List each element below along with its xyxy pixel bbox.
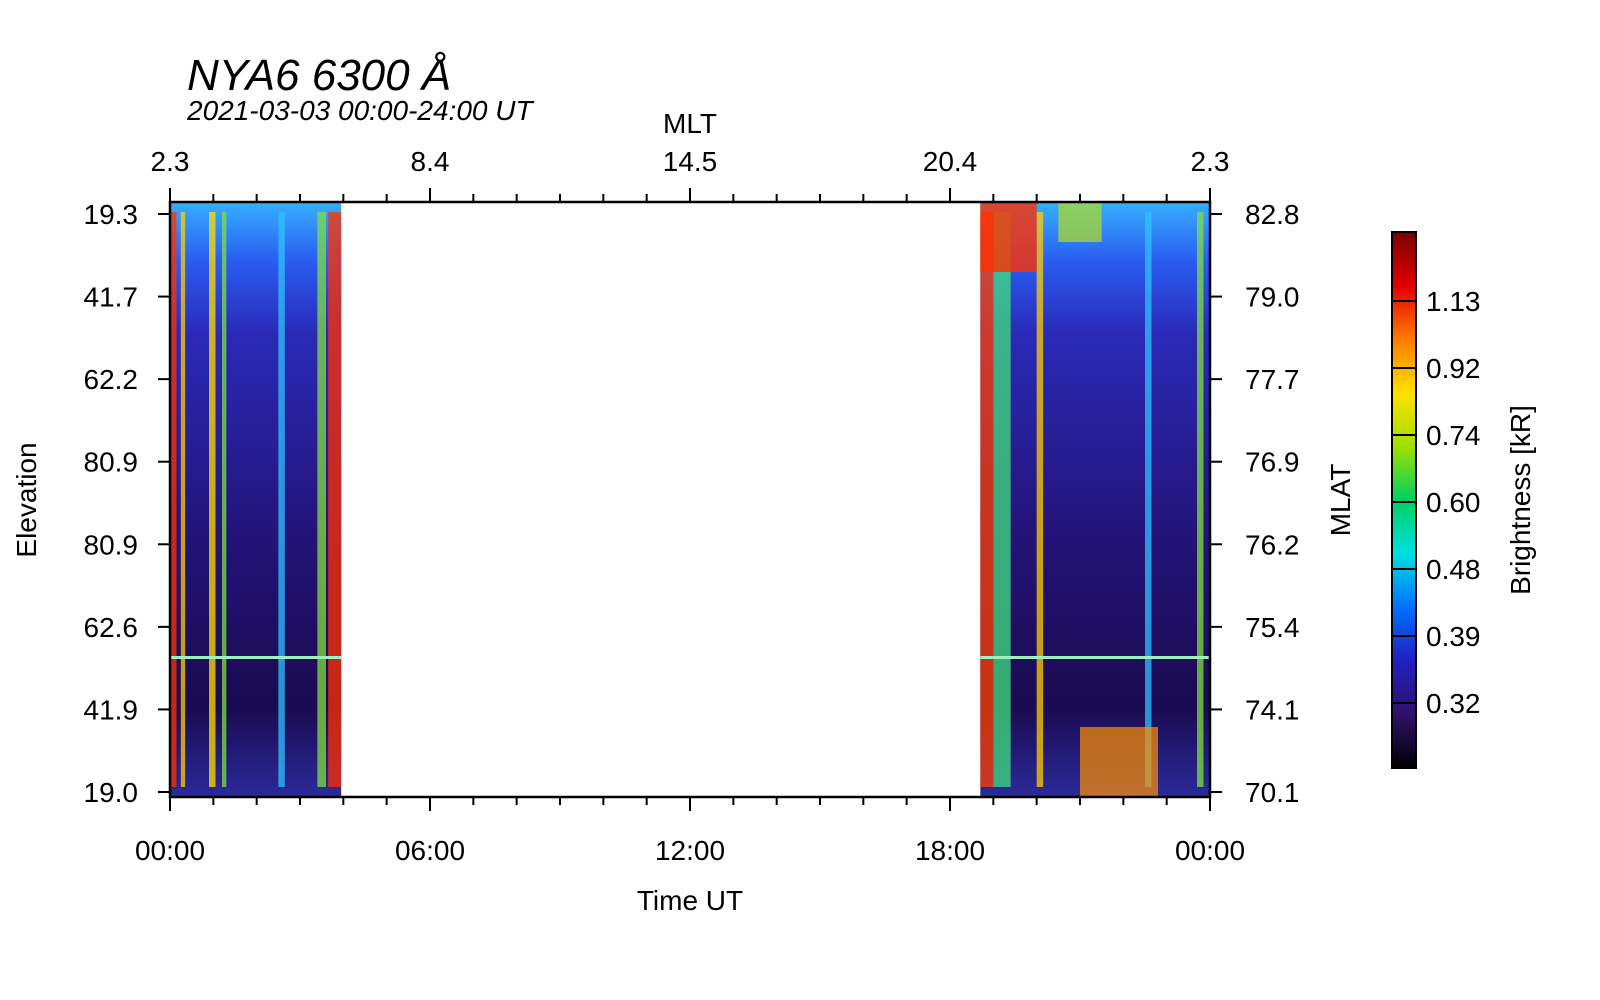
right-tick-label: 82.8 <box>1245 199 1300 230</box>
right-tick-label: 74.1 <box>1245 694 1300 725</box>
right-tick-label: 70.1 <box>1245 777 1300 808</box>
brightness-streak <box>993 212 1011 787</box>
top-tick-label: 2.3 <box>151 146 190 177</box>
right-tick-label: 79.0 <box>1245 282 1300 313</box>
y-tick-label: 41.7 <box>84 282 139 313</box>
colorbar-label: Brightness [kR] <box>1505 405 1536 595</box>
y-tick-label: 41.9 <box>84 694 139 725</box>
y-tick-label: 19.3 <box>84 199 139 230</box>
colorbar-tick-label: 0.32 <box>1426 688 1481 719</box>
y-axis-label: Elevation <box>11 442 42 557</box>
y-tick-label: 80.9 <box>84 447 139 478</box>
x-tick-label: 12:00 <box>655 835 725 866</box>
colorbar-tick-label: 0.60 <box>1426 487 1481 518</box>
x-tick-label: 18:00 <box>915 835 985 866</box>
right-tick-label: 76.2 <box>1245 529 1300 560</box>
heatmap-data <box>170 202 1210 797</box>
brightness-streak <box>980 212 994 787</box>
colorbar-tick-label: 0.39 <box>1426 621 1481 652</box>
x-axis-label: Time UT <box>637 885 743 916</box>
artefact-line <box>980 656 1210 659</box>
colorbar-tick-label: 1.13 <box>1426 286 1481 317</box>
top-tick-label: 2.3 <box>1191 146 1230 177</box>
y-tick-label: 62.2 <box>84 364 139 395</box>
colorbar-tick-label: 0.48 <box>1426 554 1481 585</box>
brightness-streak <box>1145 212 1152 787</box>
brightness-streak <box>278 212 285 787</box>
brightness-patch <box>980 202 1037 272</box>
right-tick-label: 77.7 <box>1245 364 1300 395</box>
y-tick-label: 19.0 <box>84 777 139 808</box>
brightness-streak <box>328 212 342 787</box>
brightness-streak <box>1197 212 1204 787</box>
right-tick-label: 76.9 <box>1245 447 1300 478</box>
y-tick-label: 80.9 <box>84 529 139 560</box>
x-tick-label: 06:00 <box>395 835 465 866</box>
chart-subtitle: 2021-03-03 00:00-24:00 UT <box>186 95 534 126</box>
top-tick-label: 14.5 <box>663 146 718 177</box>
y-tick-label: 62.6 <box>84 612 139 643</box>
x-tick-label: 00:00 <box>135 835 205 866</box>
colorbar-tick-label: 0.74 <box>1426 420 1481 451</box>
brightness-streak <box>317 212 326 787</box>
right-axis-label: MLAT <box>1325 464 1356 537</box>
data-block <box>980 202 1210 797</box>
brightness-streak <box>1036 212 1044 787</box>
colorbar-tick-label: 0.92 <box>1426 353 1481 384</box>
top-axis-label: MLT <box>663 108 717 139</box>
brightness-streak <box>222 212 227 787</box>
brightness-streak <box>209 212 216 787</box>
chart-title: NYA6 6300 Å <box>187 51 451 100</box>
brightness-patch <box>1058 202 1102 242</box>
top-tick-label: 20.4 <box>923 146 978 177</box>
top-tick-label: 8.4 <box>411 146 450 177</box>
brightness-streak <box>180 212 186 787</box>
brightness-patch <box>1080 727 1158 797</box>
artefact-line <box>170 656 342 659</box>
x-tick-label: 00:00 <box>1175 835 1245 866</box>
colorbar <box>1391 231 1417 769</box>
right-tick-label: 75.4 <box>1245 612 1300 643</box>
brightness-streak <box>170 212 177 787</box>
data-block <box>170 202 342 797</box>
axis-ticks: 00:00 06:00 12:00 18:00 00:00 2.3 8.4 14.5 20.4 2… <box>84 146 1300 866</box>
colorbar-ticks: 1.13 0.92 0.74 0.60 0.48 0.39 0.32 <box>1392 286 1481 719</box>
